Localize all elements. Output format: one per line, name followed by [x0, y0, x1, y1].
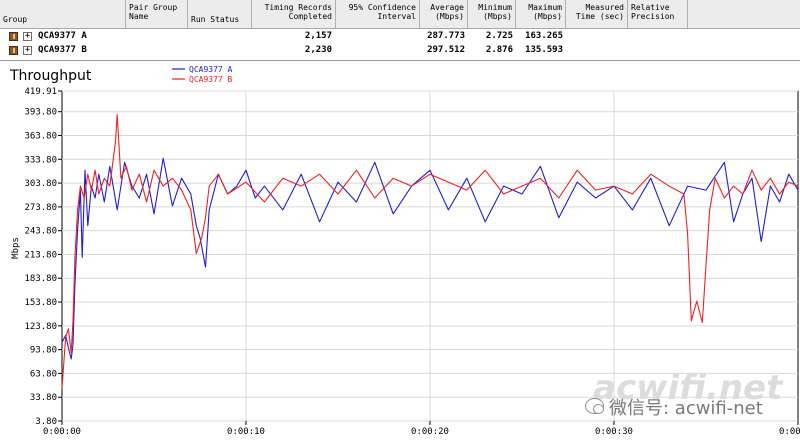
- legend-label: QCA9377 B: [189, 75, 233, 84]
- results-table: Group Pair Group Name Run Status Timing …: [0, 0, 800, 61]
- legend-label: QCA9377 A: [189, 65, 233, 74]
- series-line-b: [61, 114, 799, 389]
- expand-button[interactable]: +: [23, 45, 32, 55]
- watermark-text: 微信号: acwifi-net: [609, 398, 763, 419]
- x-tick-label: 0:00:20: [411, 427, 449, 437]
- row-minimum: 2.725: [485, 31, 513, 41]
- pair-group-icon: [9, 32, 18, 41]
- row-group-name: QCA9377 A: [38, 31, 87, 41]
- y-tick-label: 213.80: [24, 250, 57, 260]
- col-header-timing-records[interactable]: Timing Records Completed: [252, 0, 336, 28]
- row-average: 297.512: [427, 45, 465, 55]
- y-tick-label: 33.80: [30, 393, 57, 403]
- y-tick-label: 243.80: [24, 227, 57, 237]
- chart-title: Throughput: [9, 68, 92, 84]
- y-tick-label: 183.80: [24, 274, 57, 284]
- col-header-maximum[interactable]: Maximum (Mbps): [516, 0, 566, 28]
- x-tick-label: 0:00:30: [595, 427, 633, 437]
- y-tick-label: 333.80: [24, 155, 57, 165]
- table-row[interactable]: + QCA9377 B 2,230 297.512 2.876 135.593: [0, 43, 800, 57]
- col-header-pair-group-name[interactable]: Pair Group Name: [126, 0, 188, 28]
- y-tick-label: 273.80: [24, 203, 57, 213]
- col-header-group[interactable]: Group: [0, 0, 126, 28]
- table-header-row: Group Pair Group Name Run Status Timing …: [0, 0, 800, 29]
- expand-button[interactable]: +: [23, 31, 32, 41]
- chart-svg: 3.80 33.80 63.80 93.80 123.80 153.80 183.80 213…: [9, 65, 800, 437]
- table-row[interactable]: + QCA9377 A 2,157 287.773 2.725 163.265: [0, 29, 800, 43]
- x-tick-label: 0:00:10: [227, 427, 265, 437]
- row-minimum: 2.876: [485, 45, 513, 55]
- watermark-logo-text: acwifi.net: [593, 368, 783, 408]
- y-tick-label: 3.80: [35, 417, 57, 427]
- row-records-completed: 2,157: [304, 31, 332, 41]
- col-header-run-status[interactable]: Run Status: [188, 0, 252, 28]
- col-header-relative-precision[interactable]: Relative Precision: [628, 0, 688, 28]
- y-axis-label: Mbps: [11, 237, 21, 259]
- y-tick-label: 393.80: [24, 108, 57, 118]
- watermark: acwifi.net 微信号: acwifi-net: [585, 368, 782, 420]
- wechat-icon: [585, 398, 604, 414]
- y-tick-label: 123.80: [24, 322, 57, 332]
- y-tick-label: 93.80: [30, 346, 57, 356]
- row-records-completed: 2,230: [304, 45, 332, 55]
- x-tick-label: 0:00:00: [43, 427, 81, 437]
- y-tick-label: 419.91: [24, 87, 57, 97]
- col-header-measured-time[interactable]: Measured Time (sec): [566, 0, 628, 28]
- row-average: 287.773: [427, 31, 465, 41]
- pair-group-icon: [9, 46, 18, 55]
- col-header-average[interactable]: Average (Mbps): [420, 0, 468, 28]
- throughput-chart: 3.80 33.80 63.80 93.80 123.80 153.80 183.80 213…: [0, 60, 800, 441]
- col-header-minimum[interactable]: Minimum (Mbps): [468, 0, 516, 28]
- row-maximum: 135.593: [525, 45, 563, 55]
- y-tick-label: 63.80: [30, 369, 57, 379]
- row-maximum: 163.265: [525, 31, 563, 41]
- col-header-confidence[interactable]: 95% Confidence Interval: [336, 0, 420, 28]
- series-line-a: [61, 157, 799, 360]
- y-tick-label: 153.80: [24, 298, 57, 308]
- y-tick-label: 303.80: [24, 179, 57, 189]
- y-tick-label: 363.80: [24, 131, 57, 141]
- row-group-name: QCA9377 B: [38, 45, 87, 55]
- x-tick-label: 0:00:40: [779, 427, 800, 437]
